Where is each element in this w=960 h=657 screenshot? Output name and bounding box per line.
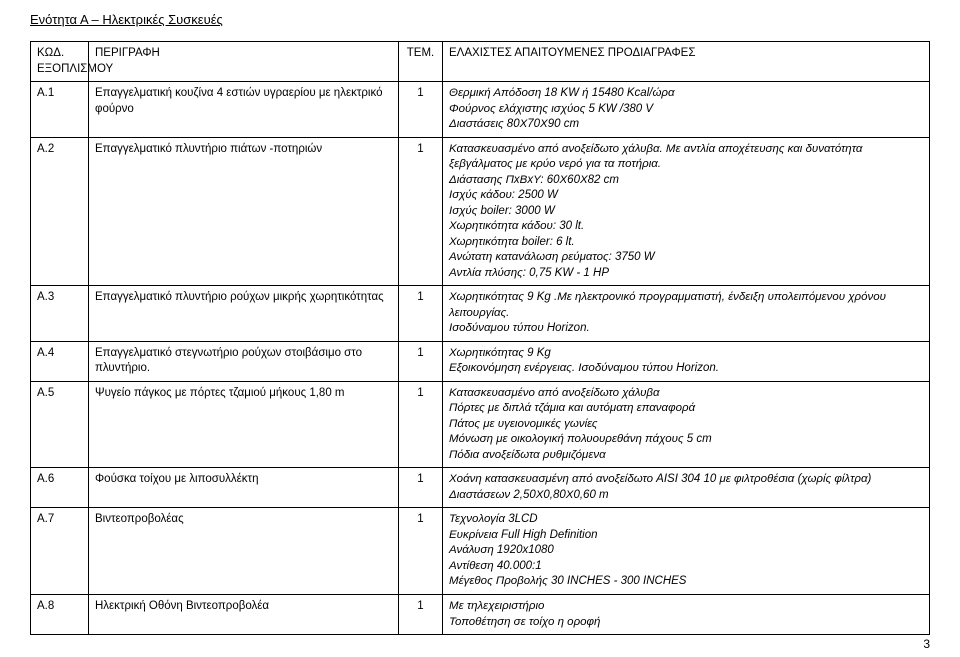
cell-qty: 1 <box>399 137 443 286</box>
cell-code: Α.5 <box>31 381 89 468</box>
cell-qty: 1 <box>399 82 443 138</box>
cell-desc: Επαγγελματική κουζίνα 4 εστιών υγραερίου… <box>89 82 399 138</box>
cell-code: Α.4 <box>31 341 89 381</box>
cell-spec: Με τηλεχειριστήριοΤοποθέτηση σε τοίχο η … <box>443 594 930 634</box>
cell-desc: Επαγγελματικό πλυντήριο ρούχων μικρής χω… <box>89 286 399 342</box>
cell-code: Α.7 <box>31 508 89 595</box>
cell-desc: Επαγγελματικό στεγνωτήριο ρούχων στοιβάσ… <box>89 341 399 381</box>
header-desc: ΠΕΡΙΓΡΑΦΗ <box>89 42 399 82</box>
cell-desc: Ηλεκτρική Οθόνη Βιντεοπροβολέα <box>89 594 399 634</box>
cell-code: Α.2 <box>31 137 89 286</box>
cell-code: Α.1 <box>31 82 89 138</box>
cell-spec: Θερμική Απόδοση 18 KW ή 15480 Kcal/ώραΦο… <box>443 82 930 138</box>
header-code: ΚΩΔ. ΕΞΟΠΛΙΣΜΟΥ <box>31 42 89 82</box>
table-row: Α.6 Φούσκα τοίχου με λιποσυλλέκτη 1 Χοάν… <box>31 468 930 508</box>
cell-spec: Κατασκευασμένο από ανοξείδωτο χάλυβαΠόρτ… <box>443 381 930 468</box>
cell-desc: Φούσκα τοίχου με λιποσυλλέκτη <box>89 468 399 508</box>
cell-spec: Κατασκευασμένο από ανοξείδωτο χάλυβα. Με… <box>443 137 930 286</box>
table-row: Α.8 Ηλεκτρική Οθόνη Βιντεοπροβολέα 1 Με … <box>31 594 930 634</box>
header-qty: ΤΕΜ. <box>399 42 443 82</box>
table-row: Α.2 Επαγγελματικό πλυντήριο πιάτων -ποτη… <box>31 137 930 286</box>
cell-code: Α.8 <box>31 594 89 634</box>
cell-qty: 1 <box>399 594 443 634</box>
cell-desc: Βιντεοπροβολέας <box>89 508 399 595</box>
table-row: Α.5 Ψυγείο πάγκος με πόρτες τζαμιού μήκο… <box>31 381 930 468</box>
table-row: Α.3 Επαγγελματικό πλυντήριο ρούχων μικρή… <box>31 286 930 342</box>
cell-qty: 1 <box>399 468 443 508</box>
cell-spec: Τεχνολογία 3LCDΕυκρίνεια Full High Defin… <box>443 508 930 595</box>
table-row: Α.1 Επαγγελματική κουζίνα 4 εστιών υγραε… <box>31 82 930 138</box>
page-number: 3 <box>923 637 930 651</box>
cell-code: Α.3 <box>31 286 89 342</box>
cell-desc: Ψυγείο πάγκος με πόρτες τζαμιού μήκους 1… <box>89 381 399 468</box>
table-row: Α.7 Βιντεοπροβολέας 1 Τεχνολογία 3LCDΕυκ… <box>31 508 930 595</box>
cell-spec: Χοάνη κατασκευασμένη από ανοξείδωτο AISI… <box>443 468 930 508</box>
section-title: Ενότητα Α – Ηλεκτρικές Συσκευές <box>30 12 930 27</box>
header-spec: ΕΛΑΧΙΣΤΕΣ ΑΠΑΙΤΟΥΜΕΝΕΣ ΠΡΟΔΙΑΓΡΑΦΕΣ <box>443 42 930 82</box>
cell-desc: Επαγγελματικό πλυντήριο πιάτων -ποτηριών <box>89 137 399 286</box>
table-header-row: ΚΩΔ. ΕΞΟΠΛΙΣΜΟΥ ΠΕΡΙΓΡΑΦΗ ΤΕΜ. ΕΛΑΧΙΣΤΕΣ… <box>31 42 930 82</box>
table-body: Α.1 Επαγγελματική κουζίνα 4 εστιών υγραε… <box>31 82 930 635</box>
cell-qty: 1 <box>399 508 443 595</box>
cell-spec: Χωρητικότητας 9 KgΕξοικονόμηση ενέργειας… <box>443 341 930 381</box>
cell-qty: 1 <box>399 286 443 342</box>
table-row: Α.4 Επαγγελματικό στεγνωτήριο ρούχων στο… <box>31 341 930 381</box>
cell-spec: Χωρητικότητας 9 Kg .Με ηλεκτρονικό προγρ… <box>443 286 930 342</box>
cell-code: Α.6 <box>31 468 89 508</box>
equipment-table: ΚΩΔ. ΕΞΟΠΛΙΣΜΟΥ ΠΕΡΙΓΡΑΦΗ ΤΕΜ. ΕΛΑΧΙΣΤΕΣ… <box>30 41 930 635</box>
cell-qty: 1 <box>399 341 443 381</box>
cell-qty: 1 <box>399 381 443 468</box>
